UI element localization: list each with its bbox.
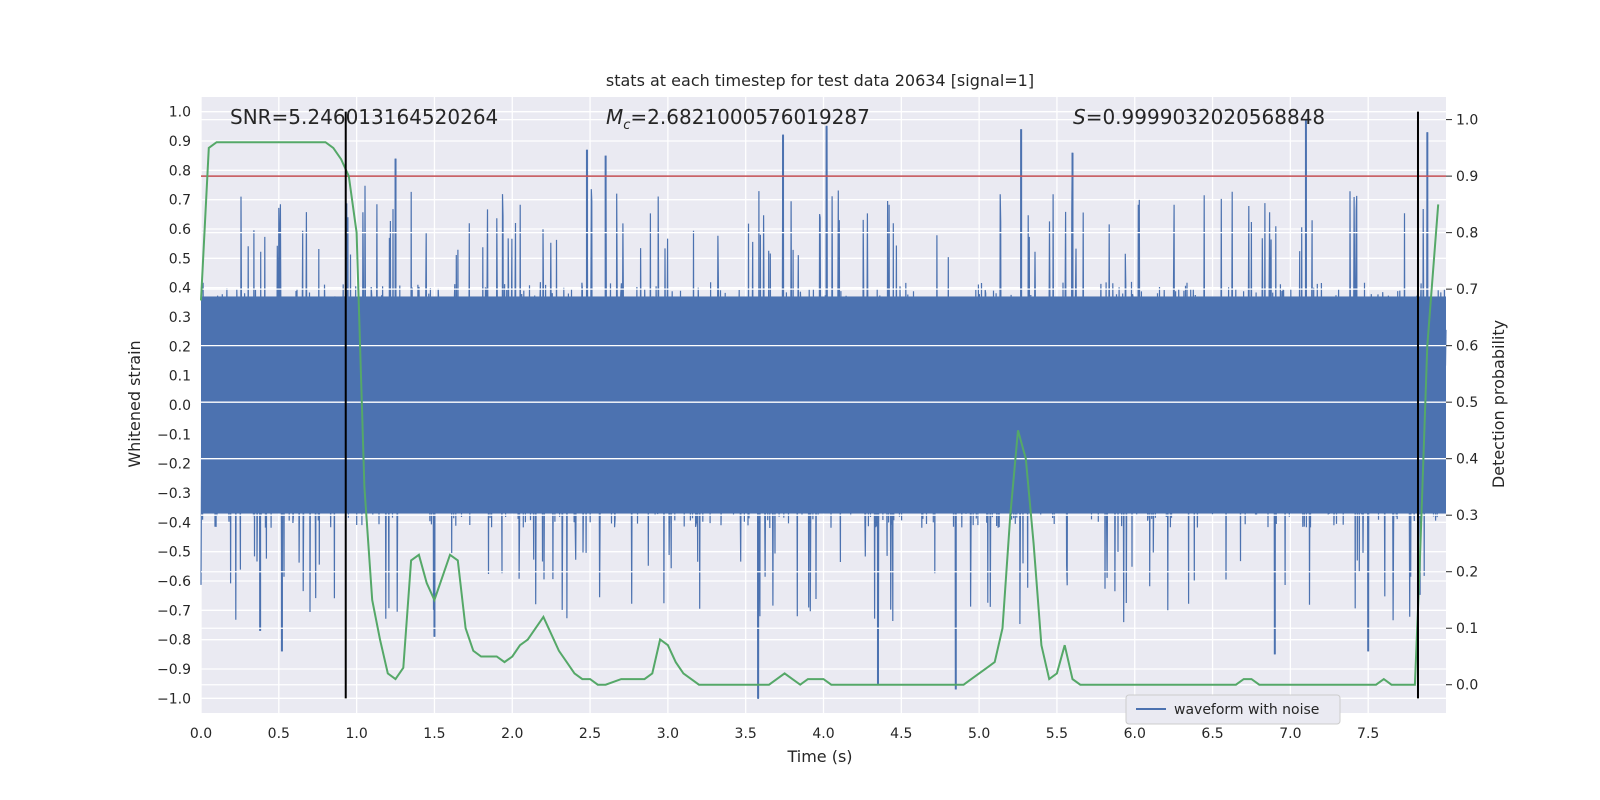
y-tick-label: −0.8 <box>157 633 191 649</box>
s-value: =0.9999032020568848 <box>1086 105 1325 129</box>
x-tick-label: 3.0 <box>657 726 679 742</box>
y-tick-label: −0.4 <box>157 515 191 531</box>
y-tick-label: −1.0 <box>157 691 191 707</box>
legend-box <box>1125 694 1341 725</box>
waveform-series <box>200 118 1447 699</box>
legend: waveform with noise <box>1125 694 1341 725</box>
x-tick-label: 7.5 <box>1357 726 1379 742</box>
s-symbol: S <box>1073 105 1086 129</box>
window-markers <box>344 111 1419 699</box>
y-tick-label: −0.5 <box>157 545 191 561</box>
chirp-mass-value: =2.6821000576019287 <box>630 105 869 129</box>
y-tick-label: 0.2 <box>169 339 191 355</box>
y2-tick-label: 0.4 <box>1456 452 1478 468</box>
x-tick-label: 3.5 <box>735 726 757 742</box>
chart-title: stats at each timestep for test data 206… <box>606 71 1034 90</box>
y2-tick-label: 0.5 <box>1456 395 1478 411</box>
y-tick-label: 0.0 <box>169 398 191 414</box>
x-tick-label: 5.0 <box>968 726 990 742</box>
y-tick-label: −0.3 <box>157 486 191 502</box>
x-tick-label: 4.0 <box>812 726 834 742</box>
y-tick-label: −0.7 <box>157 603 191 619</box>
probability-series <box>200 141 1440 686</box>
x-axis-label: Time (s) <box>786 747 852 766</box>
x-tick-label: 0.0 <box>190 726 212 742</box>
y-tick-label: 1.0 <box>169 105 191 121</box>
x-tick-label: 6.5 <box>1201 726 1223 742</box>
chirp-mass-subscript: c <box>623 118 630 133</box>
x-tick-label: 2.0 <box>501 726 523 742</box>
y2-tick-label: 0.6 <box>1456 339 1478 355</box>
y2-axis-label: Detection probability <box>1489 320 1508 488</box>
y-tick-label: 0.6 <box>169 222 191 238</box>
y2-tick-label: 0.1 <box>1456 621 1478 637</box>
probability-line <box>200 141 1440 686</box>
y-tick-label: 0.4 <box>169 281 191 297</box>
x-tick-labels: 0.0 0.5 1.0 1.5 2.0 2.5 3.0 3.5 4.0 4.5 5.0 5.5 6.0 6… <box>190 726 1379 742</box>
chirp-mass-symbol: M <box>606 105 623 129</box>
y2-tick-label: 0.7 <box>1456 282 1478 298</box>
x-tick-label: 6.0 <box>1124 726 1146 742</box>
x-tick-label: 0.5 <box>268 726 290 742</box>
y2-tick-label: 0.0 <box>1456 678 1478 694</box>
snr-annotation: SNR=5.246013164520264 <box>230 105 498 129</box>
legend-label: waveform with noise <box>1174 702 1319 718</box>
x-tick-label: 2.5 <box>579 726 601 742</box>
y-axis-label: Whitened strain <box>125 340 144 467</box>
y2-tick-label: 0.9 <box>1456 169 1478 185</box>
y2-tick-labels: 1.0 0.9 0.8 0.7 0.6 0.5 0.4 0.3 0.2 0.1 0.0 <box>1446 113 1478 694</box>
x-tick-label: 1.0 <box>345 726 367 742</box>
y-tick-label: 0.8 <box>169 163 191 179</box>
x-tick-label: 1.5 <box>423 726 445 742</box>
y2-tick-label: 0.3 <box>1456 508 1478 524</box>
y-tick-label: 0.5 <box>169 251 191 267</box>
y-tick-label: 0.3 <box>169 310 191 326</box>
y-tick-label: −0.9 <box>157 662 191 678</box>
chirp-mass-annotation: Mc=2.6821000576019287 <box>606 105 870 133</box>
y-tick-label: −0.6 <box>157 574 191 590</box>
x-tick-label: 4.5 <box>890 726 912 742</box>
y-tick-label: 0.7 <box>169 193 191 209</box>
y-tick-labels: 1.0 0.9 0.8 0.7 0.6 0.5 0.4 0.3 0.2 0.1 0.0 −0.1 −0.… <box>157 105 191 708</box>
waveform-dense-band <box>201 296 1446 514</box>
y-tick-label: 0.9 <box>169 134 191 150</box>
y-tick-label: 0.1 <box>169 369 191 385</box>
y2-tick-label: 0.2 <box>1456 565 1478 581</box>
y2-tick-label: 1.0 <box>1456 113 1478 129</box>
s-annotation: S=0.9999032020568848 <box>1073 105 1325 129</box>
x-tick-label: 5.5 <box>1046 726 1068 742</box>
y-tick-label: −0.1 <box>157 427 191 443</box>
y2-tick-label: 0.8 <box>1456 226 1478 242</box>
x-tick-label: 7.0 <box>1279 726 1301 742</box>
y-tick-label: −0.2 <box>157 457 191 473</box>
